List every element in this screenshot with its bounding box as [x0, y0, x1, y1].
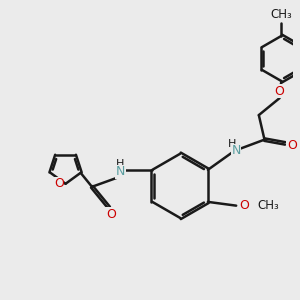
Text: N: N	[116, 165, 125, 178]
Text: O: O	[54, 177, 64, 190]
Text: H: H	[228, 139, 237, 149]
Text: CH₃: CH₃	[257, 199, 279, 212]
Text: O: O	[274, 85, 284, 98]
Text: CH₃: CH₃	[271, 8, 292, 21]
Text: O: O	[239, 199, 249, 212]
Text: H: H	[116, 159, 124, 169]
Text: N: N	[232, 144, 241, 158]
Text: O: O	[106, 208, 116, 221]
Text: O: O	[287, 139, 297, 152]
